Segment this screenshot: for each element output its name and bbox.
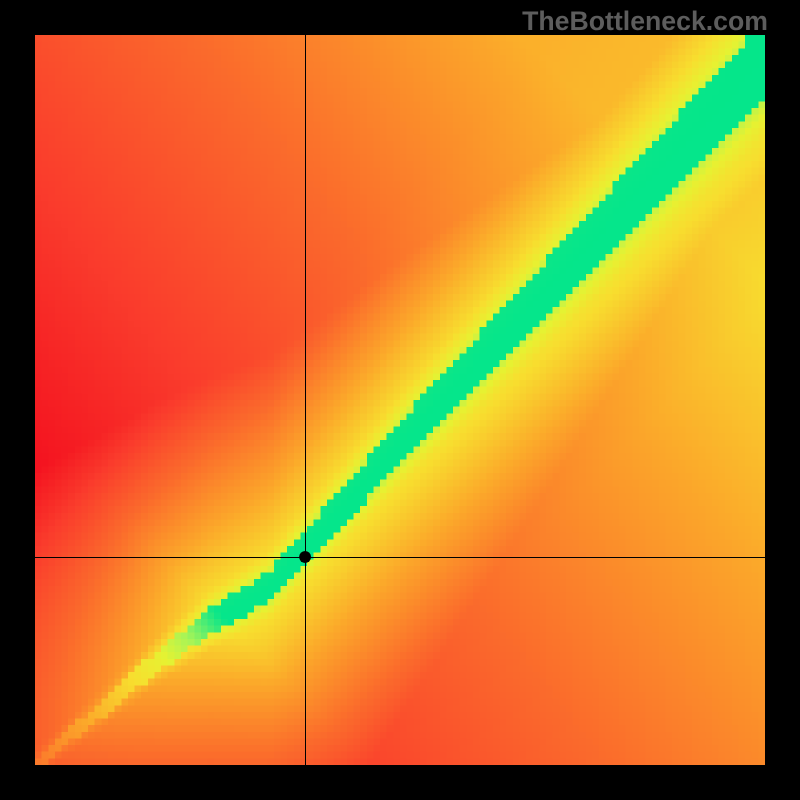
crosshair-overlay <box>35 35 765 765</box>
watermark-text: TheBottleneck.com <box>522 6 768 37</box>
